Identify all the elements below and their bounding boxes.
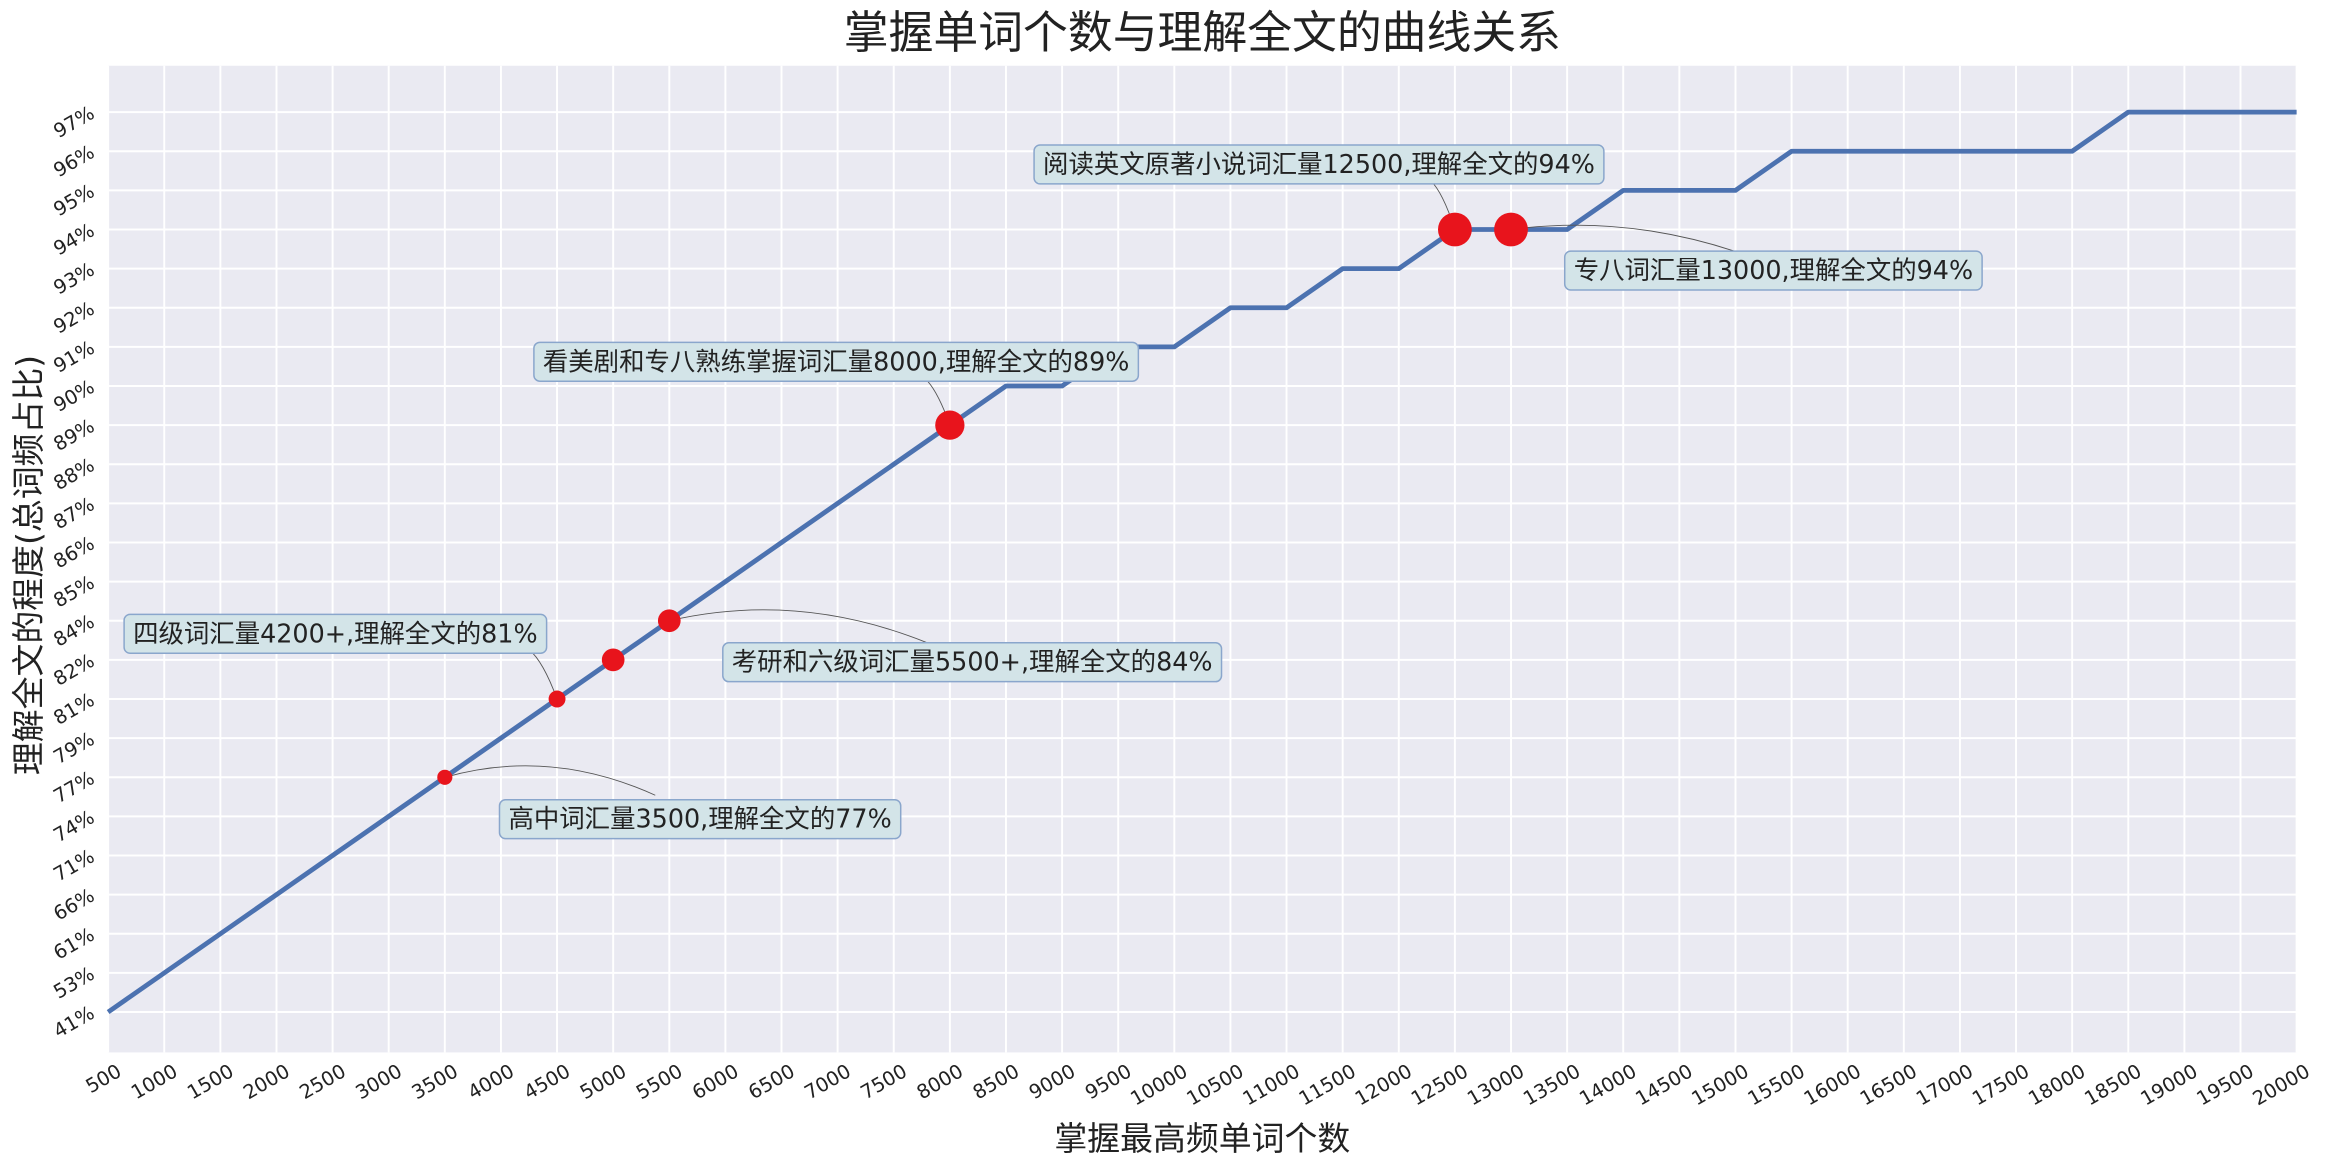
x-tick-label: 10000 [1127,1060,1192,1111]
x-tick-label: 13500 [1519,1060,1584,1111]
y-tick-label: 96% [50,140,99,182]
marker [1494,212,1528,247]
annotation-arrow [444,765,656,796]
plot-area [108,65,2297,1053]
y-tick-label: 53% [50,962,99,1004]
x-tick-label: 14000 [1575,1060,1640,1111]
y-tick-label: 85% [50,571,99,613]
x-tick-label: 1000 [127,1060,181,1105]
x-tick-label: 2500 [295,1060,349,1105]
marker [657,609,681,633]
y-tick-label: 97% [50,101,99,143]
chart-title: 掌握单词个数与理解全文的曲线关系 [844,6,1561,59]
y-tick-label: 86% [50,532,99,574]
x-tick-label: 10500 [1183,1060,1248,1111]
x-tick-label: 15000 [1688,1060,1753,1111]
x-tick-label: 19000 [2137,1060,2202,1111]
annotation-box [533,341,1140,382]
line-series [106,109,2297,1014]
y-tick-label: 93% [50,258,99,300]
x-tick-label: 6500 [744,1060,798,1105]
annotation-box [1033,144,1605,185]
y-tick-label: 74% [50,806,99,848]
annotation-text: 专八词汇量13000,理解全文的94% [1574,255,1973,285]
marker [1437,212,1472,247]
x-tick-label: 11000 [1239,1060,1304,1111]
annotation-arrow [669,609,928,644]
x-tick-label: 8000 [913,1060,967,1105]
y-tick-label: 79% [50,727,99,769]
y-tick-label: 95% [50,180,99,222]
marker [601,648,625,672]
annotation-text: 看美剧和专八熟练掌握词汇量8000,理解全文的89% [543,346,1130,376]
x-tick-label: 20000 [2249,1060,2314,1111]
y-tick-label: 82% [50,649,99,691]
x-tick-label: 19500 [2193,1060,2258,1111]
y-tick-label: 84% [50,610,99,652]
x-tick-label: 16000 [1800,1060,1865,1111]
annotation-text: 阅读英文原著小说词汇量12500,理解全文的94% [1043,149,1595,179]
x-tick-label: 18000 [2024,1060,2089,1111]
x-tick-label: 13000 [1463,1060,1528,1111]
x-tick-label: 5000 [576,1060,630,1105]
x-axis-label: 掌握最高频单词个数 [1054,1119,1350,1158]
y-axis-label: 理解全文的程度(总词频占比) [9,355,48,775]
y-tick-label: 92% [50,297,99,339]
x-tick-label: 3500 [408,1060,462,1105]
marker [437,769,453,785]
y-tick-label: 41% [50,1001,99,1043]
x-tick-label: 4500 [520,1060,574,1105]
x-tick-label: 3000 [352,1060,406,1105]
x-tick-label: 9000 [1025,1060,1079,1105]
x-tick-label: 16500 [1856,1060,1921,1111]
annotation-text: 考研和六级词汇量5500+,理解全文的84% [732,647,1213,677]
x-tick-label: 1500 [183,1060,237,1105]
y-tick-label: 94% [50,219,99,261]
y-tick-label: 91% [50,336,99,378]
x-tick-label: 11500 [1295,1060,1360,1111]
annotation-text: 四级词汇量4200+,理解全文的81% [133,618,538,648]
annotation-box [498,799,902,840]
y-tick-label: 77% [50,766,99,808]
marker [935,410,965,440]
y-tick-label: 66% [50,884,99,926]
x-tick-label: 17500 [1968,1060,2033,1111]
x-tick-label: 7000 [801,1060,855,1105]
x-tick-label: 15500 [1744,1060,1809,1111]
x-tick-label: 7500 [857,1060,911,1105]
marker [548,690,566,708]
x-tick-label: 2000 [239,1060,293,1105]
x-tick-label: 14500 [1632,1060,1697,1111]
x-tick-label: 8500 [969,1060,1023,1105]
annotation-text: 高中词汇量3500,理解全文的77% [508,804,891,834]
y-tick-label: 88% [50,453,99,495]
x-tick-label: 17000 [1912,1060,1977,1111]
x-tick-label: 5500 [632,1060,686,1105]
annotation-box [722,642,1223,683]
x-tick-label: 12500 [1407,1060,1472,1111]
x-tick-label: 18500 [2080,1060,2145,1111]
x-tick-label: 12000 [1351,1060,1416,1111]
annotation-arrow [1510,224,1735,252]
y-tick-label: 89% [50,414,99,456]
annotation-box [1563,250,1983,291]
y-tick-label: 87% [50,493,99,535]
y-tick-label: 61% [50,923,99,965]
x-tick-label: 6000 [688,1060,742,1105]
x-tick-label: 500 [82,1060,126,1098]
x-tick-label: 9500 [1081,1060,1135,1105]
annotation-box [123,613,548,655]
y-tick-label: 71% [50,845,99,887]
y-tick-label: 81% [50,688,99,730]
y-tick-label: 90% [50,375,99,417]
x-tick-label: 4000 [464,1060,518,1105]
